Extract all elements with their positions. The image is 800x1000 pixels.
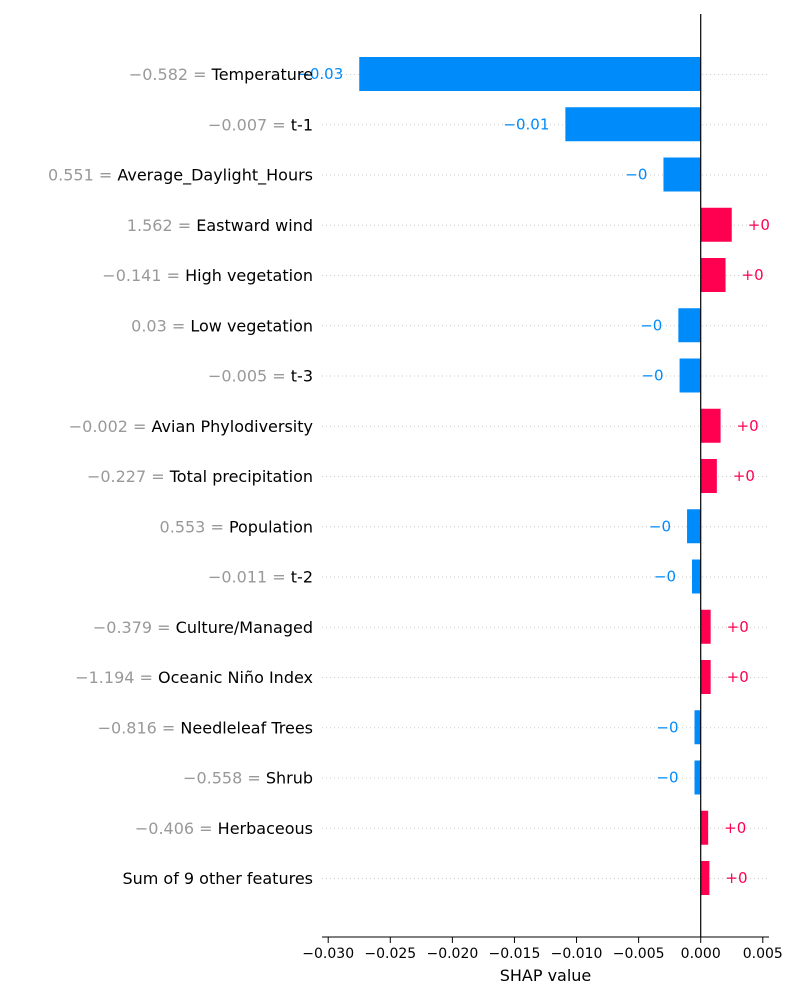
feature-value: −0.582 = xyxy=(129,65,212,84)
feature-label: Sum of 9 other features xyxy=(122,869,313,888)
bar-eastward-wind xyxy=(700,207,732,242)
feature-name: Temperature xyxy=(211,65,313,84)
feature-label: −0.379 = Culture/Managed xyxy=(93,618,313,637)
bar-shrub xyxy=(694,760,701,795)
x-tick-label: −0.020 xyxy=(426,946,478,962)
feature-value: −0.002 = xyxy=(69,417,152,436)
bar-average-daylight-hours xyxy=(663,157,701,192)
x-tick-label: 0.000 xyxy=(681,946,721,962)
bar-value-label: −0.01 xyxy=(503,115,549,133)
feature-label: 1.562 = Eastward wind xyxy=(127,216,313,235)
feature-value: −0.379 = xyxy=(93,618,176,637)
feature-value: 0.553 = xyxy=(160,517,229,536)
bar-value-label: −0 xyxy=(654,568,676,586)
feature-label: −0.558 = Shrub xyxy=(183,769,313,788)
bar-value-label: +0 xyxy=(727,618,749,636)
feature-name: Population xyxy=(229,517,313,536)
feature-name: Total precipitation xyxy=(169,467,313,486)
feature-name: Average_Daylight_Hours xyxy=(117,166,313,186)
bar-herbaceous xyxy=(700,810,709,845)
x-tick-label: −0.005 xyxy=(613,946,665,962)
bar-oceanic-ni-o-index xyxy=(700,660,711,694)
x-tick-label: −0.010 xyxy=(551,946,603,962)
feature-name: Oceanic Niño Index xyxy=(158,668,313,687)
feature-label: −0.011 = t-2 xyxy=(208,568,313,587)
feature-name: Needleleaf Trees xyxy=(180,718,313,737)
feature-name: High vegetation xyxy=(185,266,313,285)
feature-name: Herbaceous xyxy=(218,819,313,838)
feature-label: −1.194 = Oceanic Niño Index xyxy=(75,668,313,687)
feature-value: −0.141 = xyxy=(102,266,185,285)
feature-label: 0.03 = Low vegetation xyxy=(131,316,313,335)
feature-name: Low vegetation xyxy=(190,316,313,335)
feature-label: −0.002 = Avian Phylodiversity xyxy=(69,417,313,436)
feature-label: −0.816 = Needleleaf Trees xyxy=(98,718,313,737)
feature-value: −0.406 = xyxy=(135,819,218,838)
feature-value: 1.562 = xyxy=(127,216,196,235)
bar-t-3 xyxy=(679,358,701,393)
bar-low-vegetation xyxy=(678,308,701,343)
feature-name: Culture/Managed xyxy=(176,618,313,637)
bar-value-label: −0 xyxy=(625,166,647,184)
bar-value-label: +0 xyxy=(742,266,764,284)
x-tick-label: −0.025 xyxy=(364,946,416,962)
bar-layer xyxy=(359,57,732,895)
bar-value-label: +0 xyxy=(737,417,759,435)
label-layer: −0.03−0.582 = Temperature−0.01−0.007 = t… xyxy=(48,65,770,888)
bar-needleleaf-trees xyxy=(694,710,701,745)
feature-label: 0.551 = Average_Daylight_Hours xyxy=(48,166,313,186)
feature-value: −0.011 = xyxy=(208,568,291,587)
bar-t-1 xyxy=(565,107,701,142)
feature-name: t-3 xyxy=(291,367,313,386)
bar-t-2 xyxy=(692,559,701,594)
feature-value: 0.551 = xyxy=(48,166,117,185)
feature-value: −0.558 = xyxy=(183,769,266,788)
bar-culture-managed xyxy=(700,609,711,644)
feature-value: −0.816 = xyxy=(98,718,181,737)
bar-value-label: +0 xyxy=(727,668,749,686)
bar-total-precipitation xyxy=(700,459,717,493)
feature-label: −0.007 = t-1 xyxy=(208,115,313,134)
bar-value-label: +0 xyxy=(724,819,746,837)
feature-name: Eastward wind xyxy=(196,216,313,235)
feature-value: −1.194 = xyxy=(75,668,158,687)
feature-name: t-1 xyxy=(291,115,313,134)
bar-value-label: +0 xyxy=(733,467,755,485)
bar-high-vegetation xyxy=(700,258,726,292)
x-axis-title: SHAP value xyxy=(500,966,592,985)
bar-value-label: −0 xyxy=(656,718,678,736)
bar-value-label: −0 xyxy=(649,517,671,535)
bar-value-label: +0 xyxy=(725,869,747,887)
feature-value: 0.03 = xyxy=(131,316,190,335)
feature-value: −0.007 = xyxy=(208,115,291,134)
feature-value: −0.227 = xyxy=(87,467,170,486)
bar-value-label: −0.03 xyxy=(297,65,343,83)
bar-temperature xyxy=(359,57,701,91)
x-tick-label: −0.015 xyxy=(489,946,541,962)
feature-label: −0.141 = High vegetation xyxy=(102,266,313,285)
bar-value-label: −0 xyxy=(641,367,663,385)
x-axis: −0.030 −0.025 −0.020 −0.015 −0.010 −0.005 0.00… xyxy=(302,936,783,962)
feature-label: −0.005 = t-3 xyxy=(208,367,313,386)
feature-label: −0.582 = Temperature xyxy=(129,65,313,84)
feature-value: −0.005 = xyxy=(208,367,291,386)
feature-name: Sum of 9 other features xyxy=(122,869,313,888)
bar-sum-of-9-other-features xyxy=(700,861,710,895)
feature-name: Avian Phylodiversity xyxy=(152,417,313,436)
feature-label: −0.227 = Total precipitation xyxy=(87,467,313,486)
x-tick-label: −0.030 xyxy=(302,946,354,962)
bar-value-label: −0 xyxy=(656,769,678,787)
feature-label: −0.406 = Herbaceous xyxy=(135,819,313,838)
feature-name: Shrub xyxy=(266,769,313,788)
bar-avian-phylodiversity xyxy=(700,408,721,443)
bar-value-label: −0 xyxy=(640,316,662,334)
feature-name: t-2 xyxy=(291,568,313,587)
bar-population xyxy=(687,509,701,544)
bar-value-label: +0 xyxy=(748,216,770,234)
feature-label: 0.553 = Population xyxy=(160,517,313,536)
x-tick-label: 0.005 xyxy=(743,946,783,962)
